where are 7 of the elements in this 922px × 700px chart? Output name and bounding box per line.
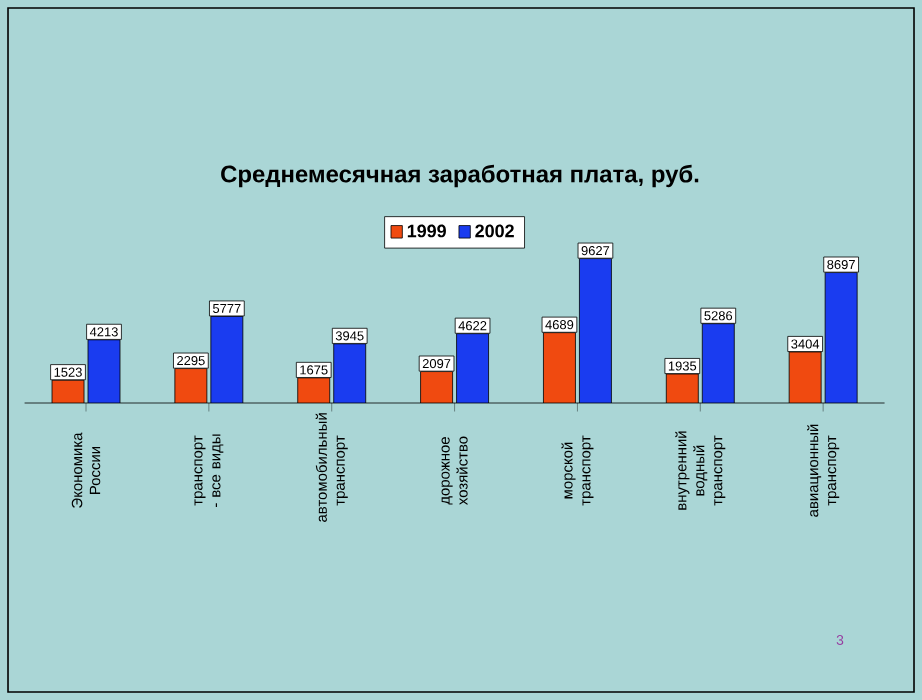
legend-label: 1999 xyxy=(407,224,446,238)
legend-label: 2002 xyxy=(475,224,514,238)
bar xyxy=(788,351,822,403)
chart-title: Среднемесячная заработная плата, руб. xyxy=(221,164,699,188)
bar xyxy=(420,371,453,403)
bar xyxy=(543,332,576,403)
bar xyxy=(666,373,699,403)
